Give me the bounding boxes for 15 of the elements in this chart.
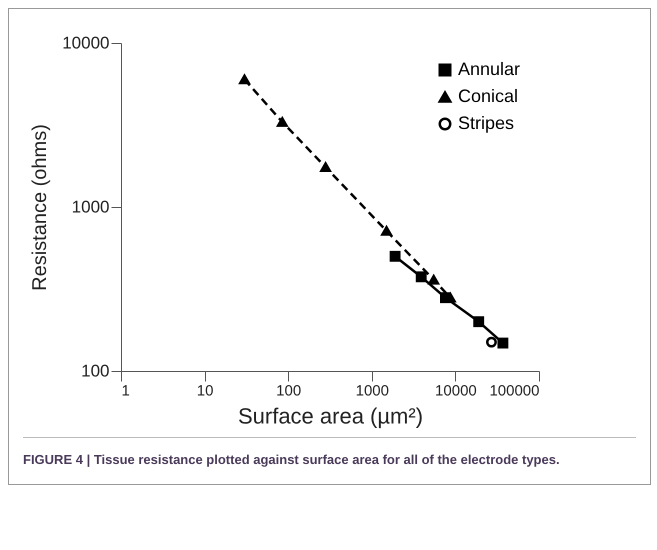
x-tick-label: 10000	[435, 382, 477, 400]
y-tick-label: 10000	[62, 34, 110, 52]
x-tick-label: 100000	[489, 382, 540, 400]
x-tick-label: 1000	[356, 382, 389, 400]
x-tick-label: 10	[196, 382, 214, 400]
legend-label: Conical	[458, 86, 518, 106]
legend-label: Stripes	[458, 113, 514, 133]
legend-label: Annular	[458, 59, 520, 79]
x-tick-label: 100	[276, 382, 302, 400]
x-tick-label: 1	[122, 382, 130, 400]
y-tick-label: 100	[81, 362, 110, 380]
y-axis-title: Resistance (ohms)	[29, 124, 52, 291]
y-tick-label: 1000	[72, 198, 110, 216]
x-axis-title: Surface area (µm²)	[238, 404, 424, 428]
caption: FIGURE 4 | Tissue resistance plotted against surface area for all of the electrode types.	[23, 437, 636, 484]
